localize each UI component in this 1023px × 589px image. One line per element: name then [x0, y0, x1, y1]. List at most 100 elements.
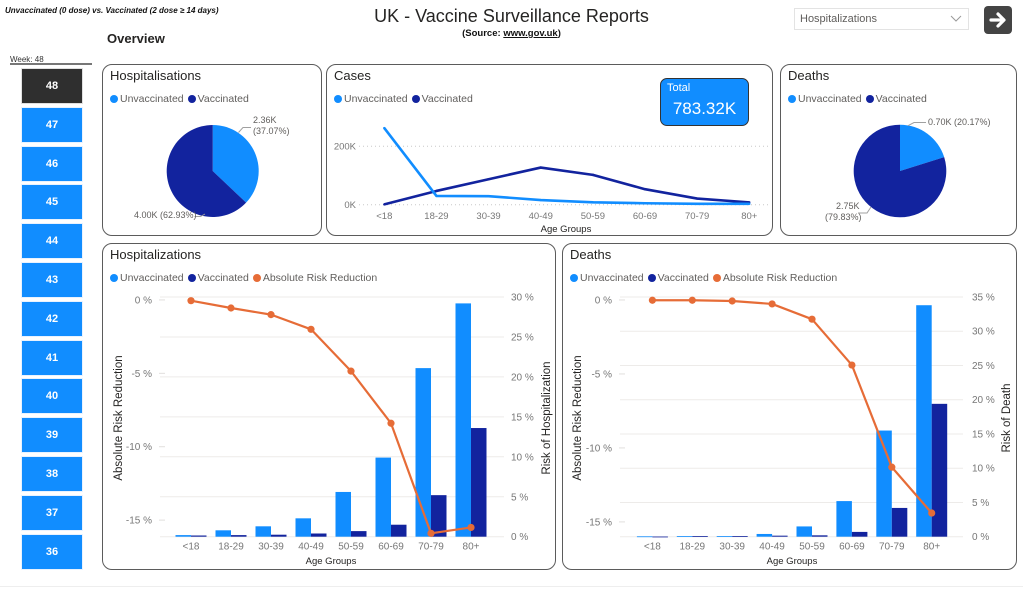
week-button-42[interactable]: 42: [21, 300, 83, 337]
line-marker-absolute-risk-reduction[interactable]: [227, 304, 235, 312]
navigate-button[interactable]: [984, 6, 1012, 34]
week-button-38[interactable]: 38: [21, 456, 83, 492]
line-marker-absolute-risk-reduction[interactable]: [728, 297, 736, 305]
week-button-44[interactable]: 44: [21, 223, 83, 260]
bar-vaccinated[interactable]: [431, 495, 447, 537]
bar-vaccinated[interactable]: [271, 534, 287, 537]
week-button-36[interactable]: 36: [21, 533, 83, 570]
line-marker-absolute-risk-reduction[interactable]: [387, 419, 395, 427]
line-marker-absolute-risk-reduction[interactable]: [648, 296, 656, 304]
legend-item-arr[interactable]: Absolute Risk Reduction: [712, 272, 837, 284]
bar-unvaccinated[interactable]: [335, 491, 352, 537]
line-marker-absolute-risk-reduction[interactable]: [688, 296, 696, 304]
line-series-unvaccinated[interactable]: [383, 127, 750, 206]
data-point-unvaccinated[interactable]: [695, 202, 699, 206]
bar-unvaccinated[interactable]: [455, 303, 472, 537]
bar-vaccinated[interactable]: [191, 535, 207, 537]
week-button-45[interactable]: 45: [21, 184, 83, 221]
legend-item-vaccinated[interactable]: Vaccinated: [187, 93, 249, 105]
legend-item-unvaccinated[interactable]: Unvaccinated: [110, 272, 184, 284]
data-point-unvaccinated[interactable]: [748, 202, 751, 206]
bar-vaccinated[interactable]: [471, 428, 487, 537]
bar-unvaccinated[interactable]: [375, 457, 392, 537]
week-button-40[interactable]: 40: [21, 378, 83, 415]
line-marker-absolute-risk-reduction[interactable]: [928, 509, 936, 517]
week-button-39[interactable]: 39: [21, 417, 83, 454]
line-marker-absolute-risk-reduction[interactable]: [768, 300, 776, 308]
data-point-vaccinated[interactable]: [383, 203, 386, 206]
bar-vaccinated[interactable]: [772, 535, 788, 537]
week-button-47[interactable]: 47: [21, 106, 83, 143]
week-button-46[interactable]: 46: [21, 145, 83, 182]
bar-unvaccinated[interactable]: [716, 536, 733, 537]
line-marker-absolute-risk-reduction[interactable]: [808, 315, 816, 323]
legend-item-arr[interactable]: Absolute Risk Reduction: [252, 272, 377, 284]
data-point-unvaccinated[interactable]: [539, 198, 542, 202]
legend-item-unvaccinated[interactable]: Unvaccinated: [570, 272, 644, 284]
line-series-vaccinated[interactable]: [383, 166, 750, 206]
bar-unvaccinated[interactable]: [796, 526, 813, 537]
bar-unvaccinated[interactable]: [676, 536, 693, 537]
pie-slice-unvaccinated[interactable]: [900, 124, 945, 171]
bar-vaccinated[interactable]: [692, 536, 708, 537]
data-point-unvaccinated[interactable]: [487, 195, 490, 198]
bar-unvaccinated[interactable]: [756, 533, 773, 537]
legend-item-unvaccinated[interactable]: Unvaccinated: [334, 93, 408, 105]
line-marker-absolute-risk-reduction[interactable]: [347, 367, 355, 375]
panel-title: Cases: [334, 68, 371, 83]
line-marker-absolute-risk-reduction[interactable]: [427, 529, 435, 537]
data-point-unvaccinated[interactable]: [643, 202, 647, 205]
legend-item-vaccinated[interactable]: Vaccinated: [187, 272, 249, 284]
legend-item-vaccinated[interactable]: Vaccinated: [411, 93, 473, 105]
pie-slice-vaccinated[interactable]: [166, 125, 247, 217]
bar-vaccinated[interactable]: [931, 403, 948, 537]
bar-vaccinated[interactable]: [652, 536, 668, 538]
bar-unvaccinated[interactable]: [916, 305, 932, 537]
data-point-unvaccinated[interactable]: [435, 194, 438, 198]
legend-item-unvaccinated[interactable]: Unvaccinated: [110, 93, 184, 105]
data-point-vaccinated[interactable]: [591, 173, 595, 177]
line-marker-absolute-risk-reduction[interactable]: [467, 523, 475, 532]
line-marker-absolute-risk-reduction[interactable]: [848, 361, 856, 369]
data-point-vaccinated[interactable]: [539, 166, 542, 169]
line-marker-absolute-risk-reduction[interactable]: [307, 325, 315, 333]
arrow-right-icon: [989, 12, 1006, 28]
week-button-37[interactable]: 37: [21, 494, 83, 531]
week-button-41[interactable]: 41: [21, 339, 83, 376]
bar-unvaccinated[interactable]: [295, 518, 312, 537]
bar-unvaccinated[interactable]: [215, 530, 232, 537]
bar-vaccinated[interactable]: [231, 535, 247, 537]
legend-item-vaccinated[interactable]: Vaccinated: [865, 93, 927, 105]
data-point-vaccinated[interactable]: [643, 187, 647, 191]
legend-item-vaccinated[interactable]: Vaccinated: [647, 272, 709, 284]
bar-vaccinated[interactable]: [391, 524, 407, 537]
legend-item-unvaccinated[interactable]: Unvaccinated: [788, 93, 862, 105]
pie-slice-unvaccinated[interactable]: [212, 125, 259, 203]
line-series-absolute-risk-reduction[interactable]: [652, 299, 933, 514]
week-button-48[interactable]: 48: [21, 68, 83, 104]
bar-unvaccinated[interactable]: [415, 368, 432, 537]
line-marker-absolute-risk-reduction[interactable]: [888, 463, 896, 471]
bar-vaccinated[interactable]: [851, 531, 868, 537]
line-marker-absolute-risk-reduction[interactable]: [267, 311, 275, 319]
bar-vaccinated[interactable]: [351, 531, 367, 537]
line-marker-absolute-risk-reduction[interactable]: [187, 297, 195, 305]
week-button-43[interactable]: 43: [21, 262, 83, 298]
bar-vaccinated[interactable]: [732, 536, 748, 537]
bar-unvaccinated[interactable]: [255, 526, 272, 537]
bar-vaccinated[interactable]: [812, 535, 828, 537]
bar-unvaccinated[interactable]: [636, 536, 653, 538]
bar-vaccinated[interactable]: [891, 507, 908, 537]
data-point-vaccinated[interactable]: [695, 197, 699, 200]
data-point-vaccinated[interactable]: [435, 189, 438, 193]
data-point-unvaccinated[interactable]: [591, 201, 595, 204]
pie-slice-vaccinated[interactable]: [853, 124, 947, 218]
metric-dropdown[interactable]: Hospitalizations: [794, 8, 969, 30]
source-link[interactable]: www.gov.uk: [503, 28, 558, 39]
bar-unvaccinated[interactable]: [175, 535, 192, 537]
data-point-unvaccinated[interactable]: [383, 126, 386, 130]
data-point-vaccinated[interactable]: [487, 178, 490, 181]
bar-vaccinated[interactable]: [311, 533, 327, 537]
bar-unvaccinated[interactable]: [836, 501, 852, 537]
line-series-absolute-risk-reduction[interactable]: [190, 299, 472, 535]
